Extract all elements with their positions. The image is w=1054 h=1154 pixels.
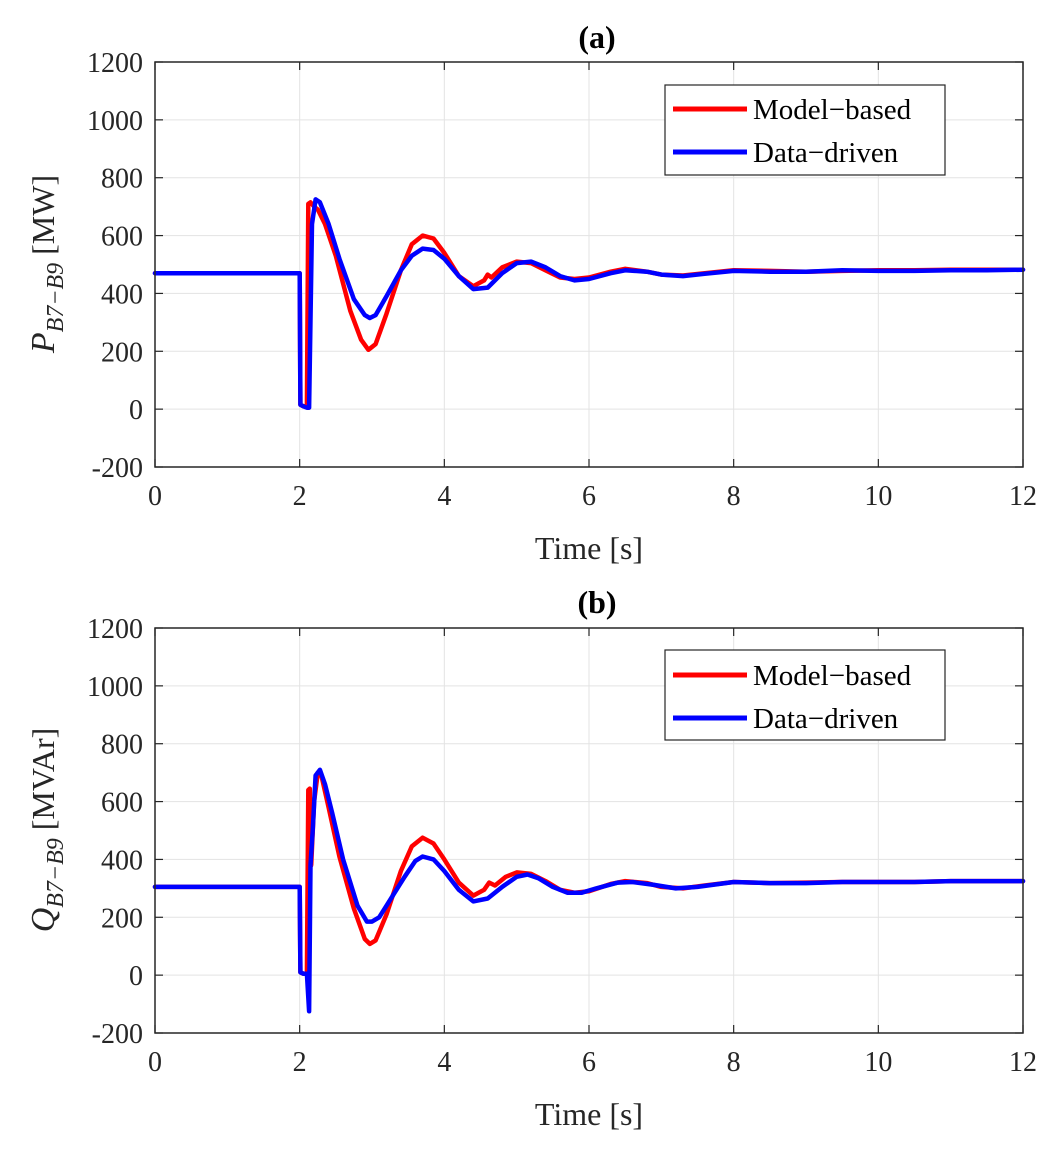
chart-b-xlabel: Time [s] (535, 1096, 643, 1132)
y-tick-label: -200 (92, 453, 143, 484)
x-tick-label: 0 (148, 1047, 162, 1078)
chart-a-ylabel-subscript: B7−B9 (43, 263, 69, 333)
chart-a-title: (a) (578, 19, 615, 55)
y-tick-label: 800 (101, 730, 143, 761)
x-tick-label: 4 (437, 481, 451, 512)
y-tick-label: 0 (129, 395, 143, 426)
chart-b-title: (b) (577, 584, 616, 620)
y-tick-label: 400 (101, 279, 143, 310)
data-driven-series-line (152, 767, 1026, 1014)
chart-a-legend-box (664, 84, 946, 176)
chart-a-xlabel: Time [s] (535, 530, 643, 566)
chart-a-legend-data-label: Data−driven (753, 137, 899, 169)
chart-b-ylabel-symbol: Q (25, 908, 62, 933)
x-tick-label: 6 (582, 1047, 596, 1078)
x-tick-label: 8 (727, 1047, 741, 1078)
y-tick-label: 400 (101, 845, 143, 876)
y-tick-label: 1000 (87, 106, 143, 137)
y-tick-label: 0 (129, 961, 143, 992)
chart-b-ylabel: QB7−B9 [MVAr] (25, 728, 69, 933)
data-driven-series-line (152, 197, 1026, 410)
x-tick-label: 10 (864, 481, 892, 512)
y-tick-label: 600 (101, 222, 143, 253)
y-tick-label: -200 (92, 1019, 143, 1050)
chart-a-ylabel: PB7−B9 [MW] (25, 175, 69, 354)
y-tick-label: 1000 (87, 672, 143, 703)
x-tick-label: 6 (582, 481, 596, 512)
chart-b-legend-data-label: Data−driven (753, 703, 899, 735)
chart-b-legend-box (664, 649, 946, 741)
x-tick-label: 2 (293, 1047, 307, 1078)
x-tick-label: 2 (293, 481, 307, 512)
chart-a-series (152, 197, 1026, 410)
chart-b-legend: Model−based Data−driven (664, 649, 946, 741)
x-tick-label: 0 (148, 481, 162, 512)
chart-a-ylabel-symbol: P (25, 332, 62, 354)
y-tick-label: 1200 (87, 614, 143, 645)
chart-b-series (152, 767, 1026, 1014)
chart-a-legend-model-label: Model−based (753, 94, 912, 126)
x-tick-label: 8 (727, 481, 741, 512)
x-tick-label: 12 (1009, 481, 1037, 512)
x-tick-label: 12 (1009, 1047, 1037, 1078)
x-tick-label: 4 (437, 1047, 451, 1078)
chart-b-ylabel-unit: [MVAr] (25, 728, 61, 831)
x-tick-label: 10 (864, 1047, 892, 1078)
chart-a-ylabel-unit: [MW] (25, 175, 61, 255)
chart-b-ylabel-subscript: B7−B9 (43, 838, 69, 908)
y-tick-label: 800 (101, 164, 143, 195)
chart-b-legend-model-label: Model−based (753, 660, 912, 692)
chart-a-legend: Model−based Data−driven (664, 84, 946, 176)
y-tick-label: 200 (101, 903, 143, 934)
y-tick-label: 600 (101, 788, 143, 819)
y-tick-label: 200 (101, 337, 143, 368)
y-tick-label: 1200 (87, 48, 143, 79)
